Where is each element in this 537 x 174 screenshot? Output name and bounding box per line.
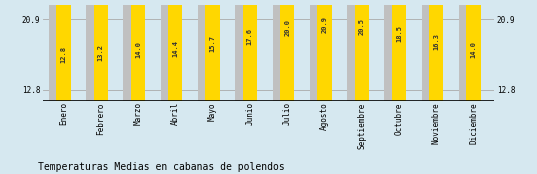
Bar (354, 0, 369, 101)
Bar (467, 0, 481, 101)
Bar (310, 0, 324, 101)
Text: 14.4: 14.4 (172, 40, 178, 57)
Text: 18.5: 18.5 (396, 25, 402, 42)
Text: 17.6: 17.6 (247, 28, 253, 45)
Bar (93, 0, 108, 101)
Bar (243, 0, 257, 101)
Bar (235, 0, 250, 101)
Bar (429, 0, 444, 101)
Bar (124, 0, 137, 101)
Bar (317, 0, 331, 101)
Text: 20.5: 20.5 (359, 18, 365, 34)
Text: 12.8: 12.8 (61, 46, 67, 63)
Bar (198, 0, 212, 101)
Bar (273, 0, 287, 101)
Text: 15.7: 15.7 (209, 35, 215, 52)
Bar (459, 0, 473, 101)
Bar (56, 0, 70, 101)
Bar (131, 0, 145, 101)
Text: 20.9: 20.9 (322, 16, 328, 33)
Bar (86, 0, 100, 101)
Text: 20.0: 20.0 (284, 19, 290, 36)
Text: 13.2: 13.2 (98, 44, 104, 61)
Text: 14.0: 14.0 (470, 41, 476, 58)
Bar (161, 0, 175, 101)
Bar (347, 0, 361, 101)
Bar (392, 0, 406, 101)
Bar (384, 0, 398, 101)
Bar (280, 0, 294, 101)
Bar (422, 0, 436, 101)
Text: 16.3: 16.3 (433, 33, 439, 50)
Text: 14.0: 14.0 (135, 41, 141, 58)
Bar (206, 0, 220, 101)
Bar (168, 0, 183, 101)
Text: Temperaturas Medias en cabanas de polendos: Temperaturas Medias en cabanas de polend… (38, 162, 284, 172)
Bar (49, 0, 63, 101)
